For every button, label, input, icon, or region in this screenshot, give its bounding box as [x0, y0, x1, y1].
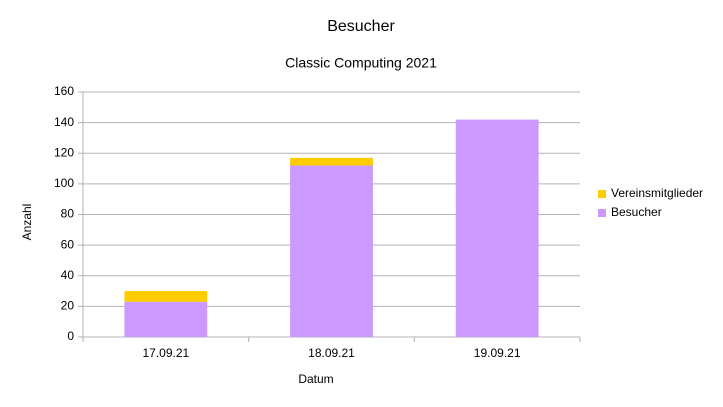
x-tick-label: 18.09.21: [308, 346, 355, 360]
y-tick-label: 60: [61, 237, 75, 251]
x-axis-label: Datum: [298, 372, 333, 386]
x-tick-label: 17.09.21: [142, 346, 189, 360]
y-tick-label: 40: [61, 268, 75, 282]
y-tick-label: 100: [54, 176, 74, 190]
y-tick-label: 160: [54, 84, 74, 98]
legend-label: Vereinsmitglieder: [611, 186, 703, 200]
bar-segment: [290, 157, 373, 166]
bar-segment: [290, 165, 373, 337]
y-tick-label: 20: [61, 299, 75, 313]
x-tick-label: 19.09.21: [474, 346, 521, 360]
bar-segment: [124, 301, 208, 337]
y-tick-label: 0: [67, 329, 74, 343]
y-tick-label: 140: [54, 115, 74, 129]
bar-segment: [124, 291, 208, 302]
chart-title: Besucher: [327, 18, 395, 35]
bar-segment: [455, 119, 539, 337]
chart-subtitle: Classic Computing 2021: [285, 55, 437, 71]
legend-label: Besucher: [611, 205, 662, 219]
y-axis-label: Anzahl: [20, 204, 34, 241]
y-tick-label: 120: [54, 145, 74, 159]
y-tick-label: 80: [61, 207, 75, 221]
legend-swatch: [598, 190, 606, 198]
legend-swatch: [598, 209, 606, 217]
